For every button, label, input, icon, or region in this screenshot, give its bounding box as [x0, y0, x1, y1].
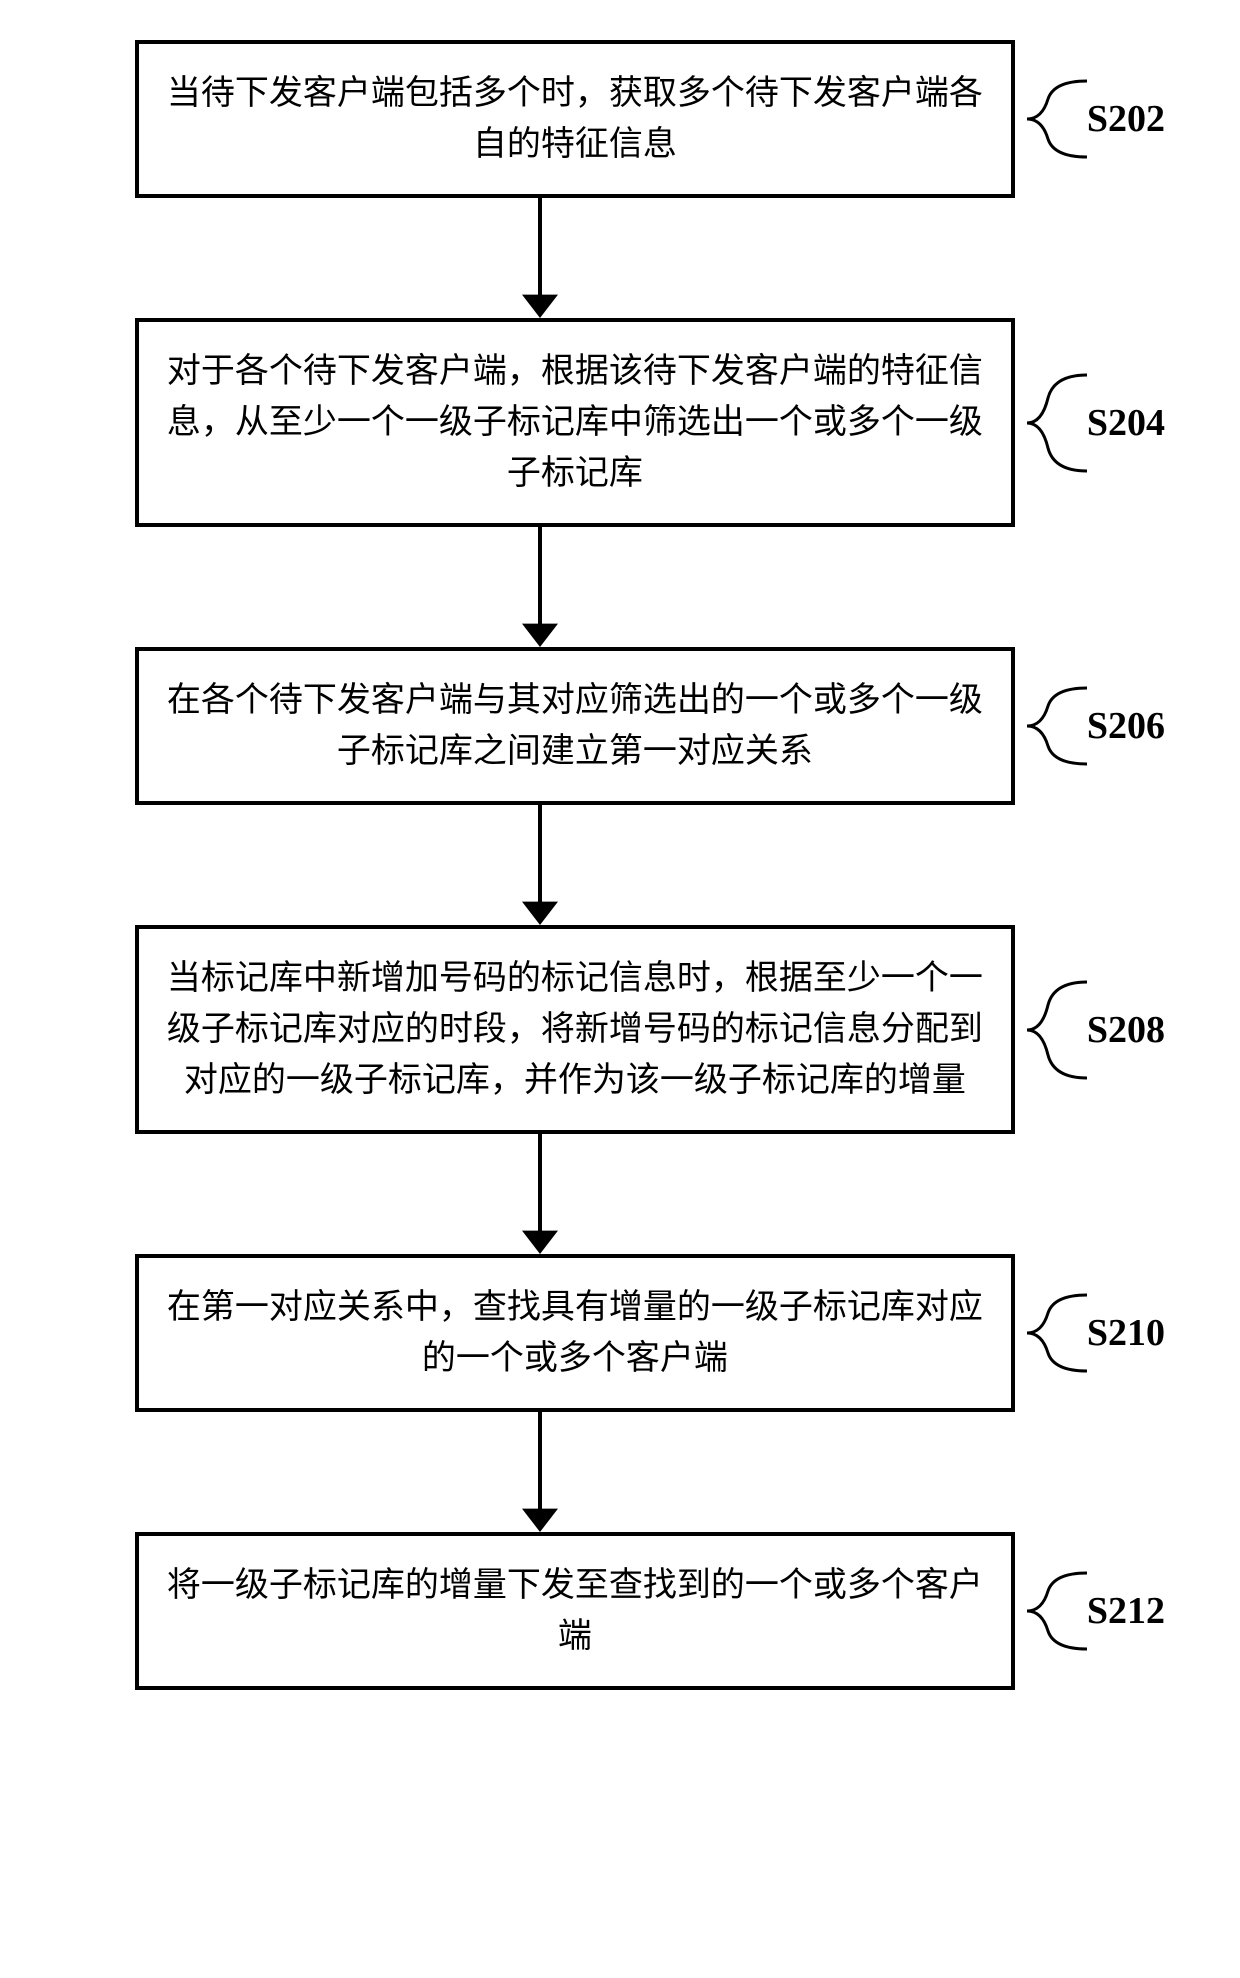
step-label-wrap: S204 — [1027, 373, 1165, 473]
step-box: 当待下发客户端包括多个时，获取多个待下发客户端各自的特征信息 — [135, 40, 1015, 198]
flowchart-arrow — [20, 1134, 1220, 1254]
step-label-wrap: S212 — [1027, 1571, 1165, 1651]
step-box: 在各个待下发客户端与其对应筛选出的一个或多个一级子标记库之间建立第一对应关系 — [135, 647, 1015, 805]
step-box: 在第一对应关系中，查找具有增量的一级子标记库对应的一个或多个客户端 — [135, 1254, 1015, 1412]
flowchart-step: 对于各个待下发客户端，根据该待下发客户端的特征信息，从至少一个一级子标记库中筛选… — [20, 318, 1220, 527]
flowchart-arrow — [20, 527, 1220, 647]
step-label-wrap: S208 — [1027, 980, 1165, 1080]
step-label: S202 — [1087, 97, 1165, 141]
step-label-wrap: S210 — [1027, 1293, 1165, 1373]
flowchart-step: 在各个待下发客户端与其对应筛选出的一个或多个一级子标记库之间建立第一对应关系 S… — [20, 647, 1220, 805]
step-box: 将一级子标记库的增量下发至查找到的一个或多个客户端 — [135, 1532, 1015, 1690]
flowchart-step: 当待下发客户端包括多个时，获取多个待下发客户端各自的特征信息 S202 — [20, 40, 1220, 198]
flowchart-arrow — [20, 1412, 1220, 1532]
step-box: 当标记库中新增加号码的标记信息时，根据至少一个一级子标记库对应的时段，将新增号码… — [135, 925, 1015, 1134]
flowchart-arrow — [20, 198, 1220, 318]
flowchart-step: 将一级子标记库的增量下发至查找到的一个或多个客户端 S212 — [20, 1532, 1220, 1690]
step-label: S206 — [1087, 704, 1165, 748]
flowchart-step: 在第一对应关系中，查找具有增量的一级子标记库对应的一个或多个客户端 S210 — [20, 1254, 1220, 1412]
step-label: S210 — [1087, 1311, 1165, 1355]
step-label: S204 — [1087, 401, 1165, 445]
flowchart-arrow — [20, 805, 1220, 925]
step-box: 对于各个待下发客户端，根据该待下发客户端的特征信息，从至少一个一级子标记库中筛选… — [135, 318, 1015, 527]
step-label: S212 — [1087, 1589, 1165, 1633]
step-label: S208 — [1087, 1008, 1165, 1052]
step-label-wrap: S202 — [1027, 79, 1165, 159]
flowchart-container: 当待下发客户端包括多个时，获取多个待下发客户端各自的特征信息 S202 对于各个… — [20, 40, 1220, 1690]
step-label-wrap: S206 — [1027, 686, 1165, 766]
flowchart-step: 当标记库中新增加号码的标记信息时，根据至少一个一级子标记库对应的时段，将新增号码… — [20, 925, 1220, 1134]
